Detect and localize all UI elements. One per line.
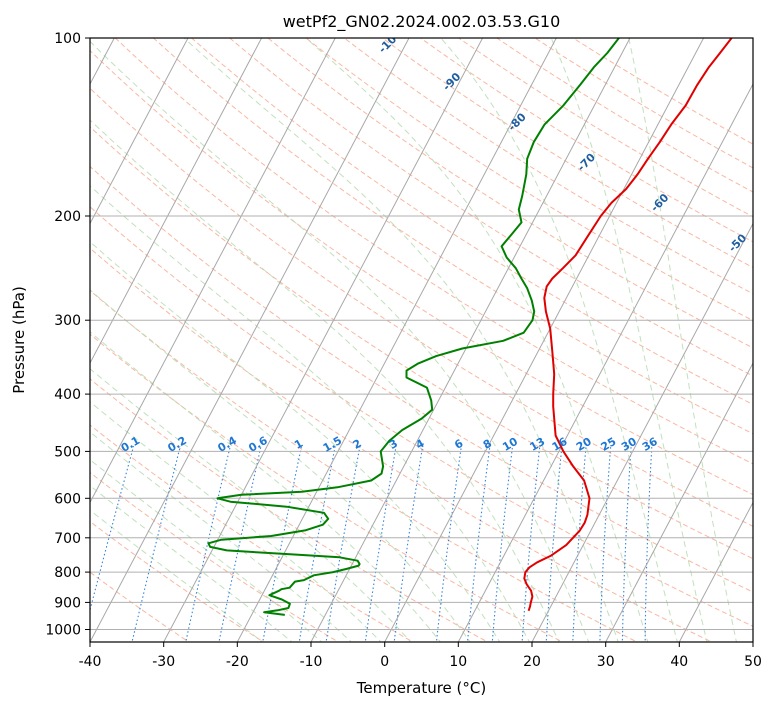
chart-title: wetPf2_GN02.2024.002.03.53.G10 bbox=[283, 12, 561, 32]
x-tick-label: -10 bbox=[300, 654, 323, 670]
mixing-ratio-line bbox=[90, 446, 135, 613]
dry-adiabat bbox=[90, 378, 489, 642]
mixing-ratio-line bbox=[393, 446, 424, 642]
moist-adiabat bbox=[550, 38, 708, 642]
dry-adiabat bbox=[90, 87, 753, 527]
y-tick-label: 1000 bbox=[45, 623, 81, 639]
mixing-ratio-line bbox=[262, 446, 303, 642]
dry-adiabat bbox=[90, 49, 753, 496]
x-tick-label: 50 bbox=[744, 654, 762, 670]
y-tick-label: 500 bbox=[54, 444, 81, 460]
isotherm bbox=[457, 82, 753, 642]
moist-adiabat bbox=[628, 38, 737, 642]
mixing-ratio-line bbox=[131, 446, 181, 642]
isotherm bbox=[531, 222, 753, 642]
moist-adiabat bbox=[90, 119, 560, 642]
dry-adiabat bbox=[90, 289, 639, 642]
moist-adiabat bbox=[90, 401, 382, 642]
isotherm bbox=[384, 38, 705, 642]
isotherm bbox=[678, 501, 753, 642]
dry-adiabat-label: -60 bbox=[648, 191, 671, 214]
moist-adiabat bbox=[90, 485, 293, 642]
y-tick-label: 900 bbox=[54, 595, 81, 611]
dry-adiabat-label: -70 bbox=[575, 151, 598, 174]
moist-adiabat bbox=[305, 38, 649, 642]
mixing-ratio-line bbox=[621, 446, 632, 642]
y-tick-label: 100 bbox=[54, 31, 81, 47]
moist-adiabat bbox=[90, 331, 442, 642]
dry-adiabat bbox=[90, 206, 753, 627]
moist-adiabat bbox=[90, 289, 471, 642]
isotherm bbox=[310, 38, 631, 642]
dry-adiabat bbox=[114, 38, 753, 465]
label-layer: 0.1 0.2 0.4 0.6 1 1.5 2 3 4 6 8 10 13 16 20 25 30 36-100-… bbox=[119, 38, 750, 455]
y-axis-title: Pressure (hPa) bbox=[10, 286, 28, 394]
dry-adiabat bbox=[90, 126, 753, 560]
x-tick-label: -40 bbox=[79, 654, 102, 670]
isotherm bbox=[236, 38, 557, 642]
x-tick-label: -30 bbox=[152, 654, 175, 670]
mixing-ratio-line bbox=[572, 446, 587, 642]
moist-adiabat bbox=[90, 459, 323, 642]
y-tick-label: 800 bbox=[54, 565, 81, 581]
y-tick-label: 600 bbox=[54, 491, 81, 507]
isotherm bbox=[90, 38, 336, 504]
isotherm bbox=[90, 38, 189, 225]
dewpoint-profile bbox=[207, 38, 620, 616]
x-tick-label: 30 bbox=[597, 654, 615, 670]
mixing-ratio-line bbox=[599, 446, 612, 642]
dry-adiabat-label: -90 bbox=[440, 70, 463, 93]
dry-adiabat bbox=[153, 38, 753, 435]
series-layer bbox=[207, 38, 733, 616]
mixing-ratio-label: 1 bbox=[292, 437, 305, 452]
mixing-ratio-label: 6 bbox=[452, 437, 465, 452]
mixing-ratio-label: 2 bbox=[351, 437, 364, 452]
grid-layer bbox=[90, 38, 753, 642]
dry-adiabat bbox=[90, 165, 753, 593]
x-tick-label: -20 bbox=[226, 654, 249, 670]
dry-adiabat-label: -80 bbox=[506, 110, 529, 133]
plot-frame bbox=[89, 37, 754, 643]
temperature-profile bbox=[523, 38, 733, 612]
moist-adiabat bbox=[90, 509, 264, 642]
dry-adiabat bbox=[90, 247, 713, 642]
mixing-ratio-line bbox=[185, 446, 231, 642]
y-tick-label: 400 bbox=[54, 387, 81, 403]
mixing-ratio-label: 4 bbox=[413, 437, 426, 452]
x-tick-label: 40 bbox=[670, 654, 688, 670]
dry-adiabat bbox=[305, 38, 753, 322]
y-tick-label: 300 bbox=[54, 313, 81, 329]
dry-adiabat-label: -50 bbox=[726, 231, 749, 254]
mixing-ratio-line bbox=[325, 446, 361, 642]
mixing-ratio-line bbox=[364, 446, 397, 642]
mixing-ratio-line bbox=[521, 446, 541, 642]
mixing-ratio-line bbox=[644, 446, 653, 642]
x-axis-title: Temperature (°C) bbox=[356, 679, 486, 697]
axis-layer: -40 -30 -20 -10 0 10 20 30 40 50 100 200 300 400 500 60… bbox=[45, 31, 762, 670]
isotherm bbox=[90, 38, 263, 365]
mixing-ratio-line bbox=[298, 446, 336, 642]
isotherm bbox=[752, 640, 753, 642]
mixing-ratio-label: 3 bbox=[387, 437, 400, 452]
x-tick-label: 0 bbox=[380, 654, 389, 670]
isotherm bbox=[163, 38, 484, 642]
x-tick-label: 10 bbox=[449, 654, 467, 670]
mixing-ratio-line bbox=[218, 446, 262, 642]
x-tick-label: 20 bbox=[523, 654, 541, 670]
dry-adiabat bbox=[267, 38, 753, 349]
y-tick-label: 700 bbox=[54, 531, 81, 547]
isotherm bbox=[605, 361, 753, 642]
dry-adiabat bbox=[343, 38, 753, 295]
mixing-ratio-line bbox=[466, 446, 491, 642]
dry-adiabat bbox=[90, 571, 190, 642]
moist-adiabat bbox=[90, 368, 412, 642]
mixing-ratio-line bbox=[545, 446, 563, 642]
y-tick-label: 200 bbox=[54, 209, 81, 225]
isotherm bbox=[90, 38, 410, 642]
mixing-ratio-line bbox=[435, 446, 462, 642]
moist-adiabat bbox=[90, 185, 530, 642]
